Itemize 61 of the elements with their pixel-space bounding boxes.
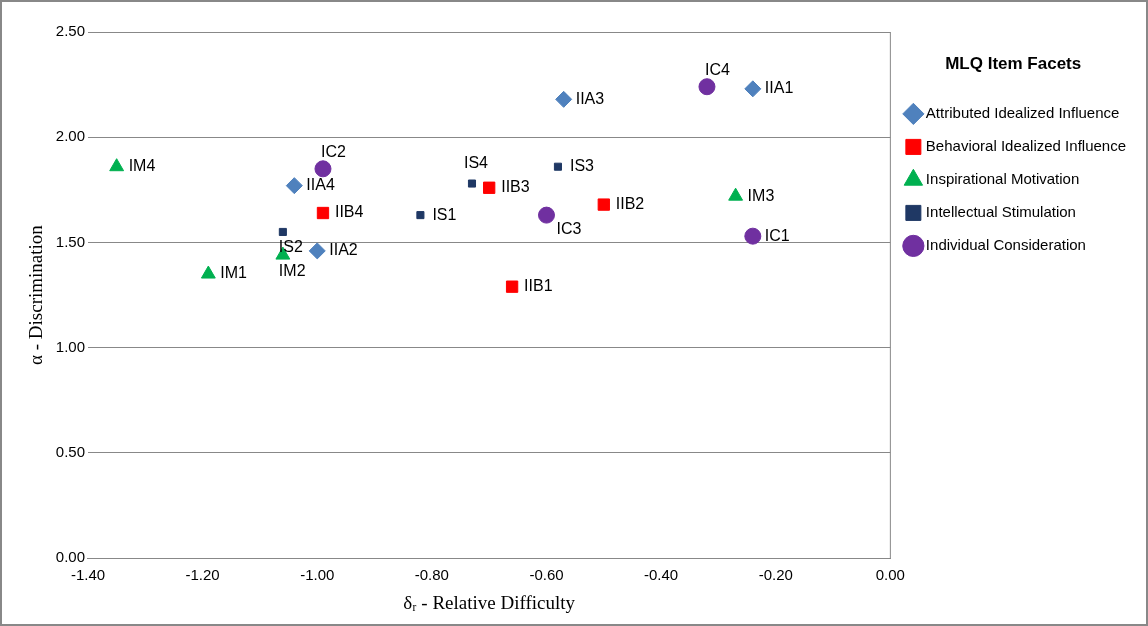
- x-tick-label: 0.00: [875, 566, 905, 584]
- point: [537, 206, 555, 224]
- annotation: IM1: [220, 264, 248, 282]
- legend-label: Intellectual Stimulation: [925, 203, 1076, 221]
- x-tick-label: -1.00: [300, 566, 335, 584]
- x-axis-title: δᵣ - Relative Difficulty: [403, 591, 576, 613]
- point: [555, 90, 573, 108]
- point: [698, 78, 716, 96]
- point: [200, 265, 216, 279]
- annotation: IM2: [278, 261, 306, 279]
- point: [467, 179, 477, 188]
- annotation: IIA1: [764, 79, 794, 97]
- x-tick-label: -0.40: [644, 566, 679, 584]
- point: [109, 158, 125, 172]
- point: [278, 227, 287, 236]
- y-tick-label: 0.50: [55, 443, 85, 461]
- annotation: IIA4: [306, 176, 335, 194]
- point: [483, 181, 496, 194]
- legend-label: Attributed Idealized Influence: [925, 104, 1120, 122]
- point: [597, 198, 610, 211]
- point: [553, 162, 562, 171]
- point: [744, 227, 762, 245]
- point: [416, 211, 425, 220]
- point: [505, 280, 519, 293]
- annotation: IC1: [764, 226, 790, 244]
- point: [744, 80, 762, 98]
- point: [728, 187, 744, 201]
- x-tick-label: -0.80: [414, 566, 449, 584]
- annotation: IIB3: [501, 178, 530, 196]
- legend-label: Behavioral Idealized Influence: [925, 137, 1127, 155]
- legend-label: Inspirational Motivation: [925, 170, 1080, 188]
- x-tick-label: -0.20: [758, 566, 793, 584]
- x-tick-label: -1.20: [185, 566, 220, 584]
- y-tick-label: 2.00: [55, 127, 85, 145]
- annotation: IC4: [704, 61, 730, 79]
- annotation: IC3: [556, 219, 582, 237]
- y-axis-title: α - Discrimination: [25, 224, 47, 365]
- annotation: IIA2: [329, 241, 358, 259]
- y-tick-label: 1.50: [55, 232, 85, 250]
- x-tick-label: -0.60: [529, 566, 564, 584]
- annotation: IS1: [432, 205, 457, 223]
- x-tick-label: -1.40: [70, 566, 106, 584]
- y-tick-label: 2.50: [55, 22, 85, 40]
- annotation: IIB1: [524, 277, 553, 295]
- legend-title: MLQ Item Facets: [945, 54, 1082, 74]
- annotation: IIB4: [334, 203, 364, 221]
- annotation: IIA3: [575, 89, 605, 107]
- point: [308, 242, 326, 260]
- point: [314, 160, 332, 178]
- y-tick-label: 0.00: [55, 548, 85, 566]
- point: [316, 206, 330, 220]
- annotation: IM3: [747, 186, 775, 204]
- annotation: IS3: [569, 157, 595, 175]
- point: [285, 177, 303, 195]
- annotation: IIB2: [615, 195, 645, 212]
- annotation: IS2: [278, 238, 303, 256]
- y-tick-label: 1.00: [55, 337, 85, 355]
- annotation: IS4: [463, 153, 489, 171]
- annotation: IC2: [320, 143, 346, 161]
- legend-label: Individual Consideration: [925, 236, 1086, 254]
- annotation: IM4: [128, 157, 156, 175]
